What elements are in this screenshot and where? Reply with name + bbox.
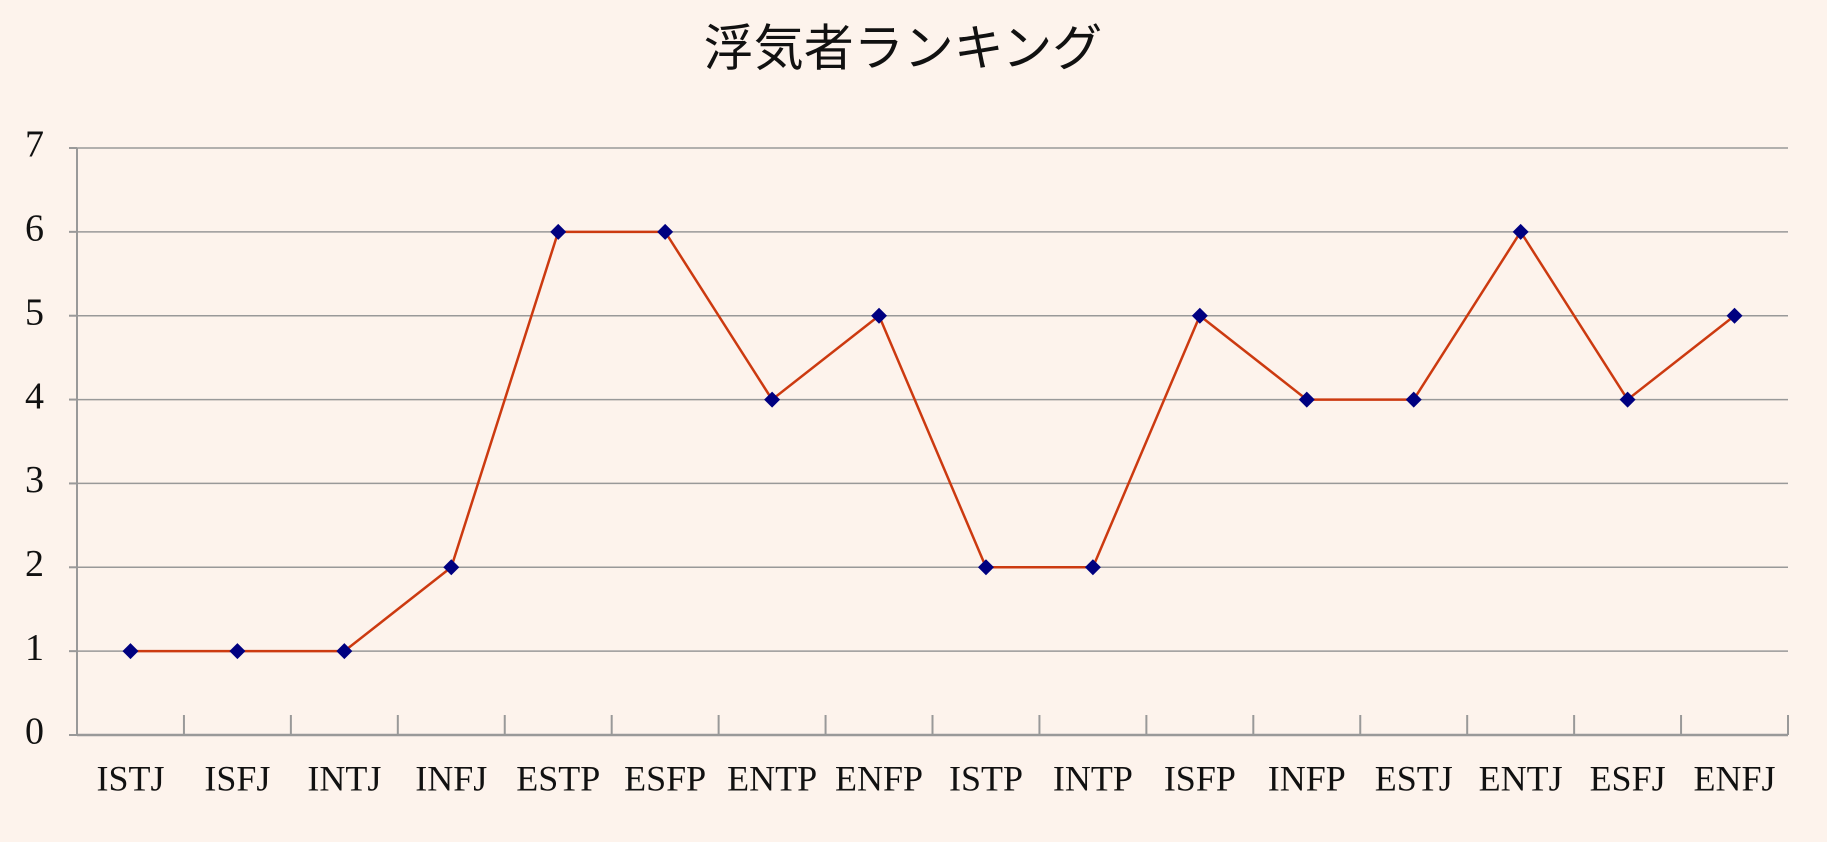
x-tick-label: INFJ <box>415 758 487 798</box>
x-tick-label: ENTP <box>727 758 817 798</box>
y-tick-label: 7 <box>25 124 44 166</box>
x-tick-label: ESFJ <box>1590 758 1666 798</box>
data-point <box>1512 223 1529 240</box>
data-point <box>657 223 674 240</box>
data-line <box>130 229 1736 653</box>
x-tick-label: ENFJ <box>1694 758 1776 798</box>
data-point <box>336 643 353 660</box>
y-tick-label: 5 <box>25 291 44 333</box>
data-point <box>977 559 994 576</box>
x-tick-label: ISTJ <box>96 758 164 798</box>
data-point <box>550 223 567 240</box>
x-tick-label: INFP <box>1268 758 1346 798</box>
data-point <box>871 307 888 324</box>
x-tick-label: INTP <box>1053 758 1133 798</box>
data-point <box>1298 391 1315 408</box>
y-tick-label: 4 <box>25 375 44 417</box>
data-point <box>764 391 781 408</box>
x-tick-label: ISFP <box>1164 758 1236 798</box>
y-tick-label: 6 <box>25 208 44 250</box>
y-tick-label: 1 <box>25 627 44 669</box>
x-tick-label: ISTP <box>949 758 1023 798</box>
x-tick-label: ENTJ <box>1479 758 1563 798</box>
x-tick-label: INTJ <box>307 758 381 798</box>
x-tick-label: ESTJ <box>1375 758 1453 798</box>
data-point <box>1191 307 1208 324</box>
y-tick-label: 0 <box>25 711 44 753</box>
x-tick-label: ENFP <box>835 758 923 798</box>
x-tick-label: ISFJ <box>204 758 270 798</box>
y-tick-label: 2 <box>25 543 44 585</box>
data-point <box>443 559 460 576</box>
data-point <box>122 643 139 660</box>
y-tick-label: 3 <box>25 459 44 501</box>
data-point <box>1726 307 1743 324</box>
data-point <box>1084 559 1101 576</box>
data-point <box>229 643 246 660</box>
chart-title: 浮気者ランキング <box>704 20 1103 76</box>
data-point <box>1619 391 1636 408</box>
data-point <box>1405 391 1422 408</box>
x-tick-label: ESFP <box>624 758 706 798</box>
x-tick-label: ESTP <box>516 758 600 798</box>
